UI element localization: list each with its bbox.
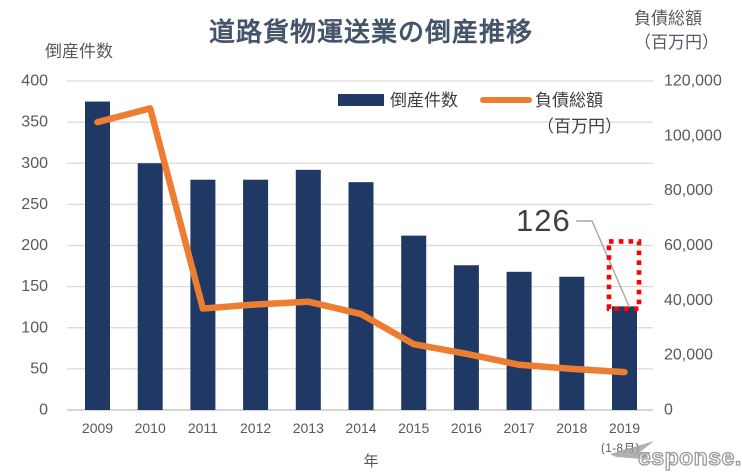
watermark-response-logo: esponse.: [608, 438, 742, 474]
legend-line-swatch-icon: [480, 97, 532, 103]
bar-2015: [401, 235, 427, 410]
watermark-swoosh-icon: [610, 441, 654, 459]
bar-2014: [348, 182, 374, 410]
y-left-tick-label: 50: [30, 360, 48, 377]
y-left-tick-label: 0: [39, 402, 48, 419]
x-tick-label: 2010: [135, 420, 166, 436]
x-tick-label: 2013: [293, 420, 324, 436]
y-right-tick-label: 0: [664, 402, 673, 419]
y-right-tick-label: 80,000: [664, 182, 713, 199]
chart-title: 道路貨物運送業の倒産推移: [208, 17, 533, 47]
legend-bar-label: 倒産件数: [390, 91, 458, 110]
bar-2011: [190, 179, 216, 410]
y-right-tick-label: 60,000: [664, 237, 713, 254]
watermark-wordmark: esponse.: [638, 444, 742, 470]
right-axis-title-line2: （百万円）: [634, 33, 719, 52]
x-tick-label: 2015: [398, 420, 429, 436]
x-tick-label: 2018: [556, 420, 587, 436]
x-tick-label: 2011: [188, 420, 218, 436]
y-left-tick-label: 200: [21, 237, 48, 254]
x-tick-label: 2016: [451, 420, 482, 436]
y-left-tick-label: 100: [21, 319, 48, 336]
y-left-tick-label: 300: [21, 155, 48, 172]
bar-2018: [559, 276, 585, 410]
bar-2019: [612, 306, 637, 410]
y-right-tick-label: 120,000: [664, 73, 722, 90]
annotation-126-label: 126: [516, 203, 571, 238]
debt-total-line: [94, 105, 628, 376]
y-right-tick-label: 100,000: [664, 127, 722, 144]
x-tick-label: 2012: [240, 420, 271, 436]
legend-line-label-line1: 負債総額: [535, 91, 603, 110]
y-left-tick-label: 250: [21, 196, 48, 213]
bar-2010: [137, 163, 163, 410]
right-axis-title: 負債総額 （百万円）: [634, 7, 739, 55]
y-left-tick-label: 350: [21, 114, 48, 131]
bar-2016: [453, 265, 479, 410]
bar-2017: [506, 271, 532, 410]
bar-2009: [85, 101, 110, 410]
x-tick-label: 2009: [82, 420, 113, 436]
left-axis-title: 倒産件数: [45, 42, 113, 61]
bar-2012: [243, 179, 269, 410]
y-left-tick-label: 400: [21, 73, 48, 90]
x-tick-label: 2014: [345, 420, 376, 436]
y-right-tick-label: 40,000: [664, 292, 713, 309]
x-tick-label: 2017: [504, 420, 535, 436]
x-axis-title: 年: [363, 453, 379, 470]
annotation-leader-line: [576, 220, 631, 308]
y-right-tick-label: 20,000: [664, 347, 713, 364]
legend: 倒産件数 負債総額 （百万円）: [336, 86, 646, 136]
legend-bar-swatch-icon: [338, 94, 384, 106]
right-axis-title-line1: 負債総額: [634, 9, 702, 28]
projection-dashed-rect: [606, 239, 642, 312]
x-tick-label: 2019: [609, 420, 640, 436]
legend-line-label-line2: （百万円）: [537, 117, 622, 136]
bar-2013: [295, 169, 321, 410]
y-left-tick-label: 150: [21, 278, 48, 295]
